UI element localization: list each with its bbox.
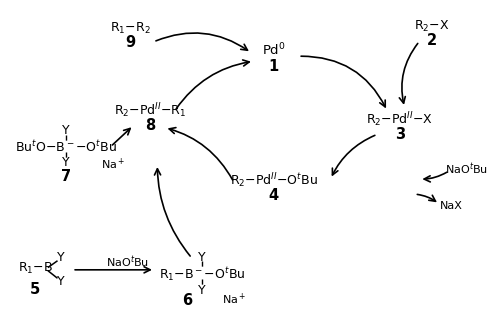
- Text: 5: 5: [30, 282, 40, 297]
- FancyArrowPatch shape: [112, 128, 130, 145]
- Text: NaO$^t$Bu: NaO$^t$Bu: [445, 161, 488, 177]
- FancyArrowPatch shape: [169, 128, 232, 180]
- Text: 8: 8: [145, 119, 155, 133]
- Text: 6: 6: [182, 293, 192, 308]
- Text: R$_2$$-$X: R$_2$$-$X: [414, 19, 450, 34]
- Text: Bu$^t$O$-$B$^-$$-$O$^t$Bu: Bu$^t$O$-$B$^-$$-$O$^t$Bu: [15, 139, 117, 155]
- FancyArrowPatch shape: [332, 135, 375, 175]
- Text: Y: Y: [62, 156, 70, 169]
- FancyArrowPatch shape: [424, 172, 447, 182]
- FancyArrowPatch shape: [176, 60, 249, 109]
- FancyArrowPatch shape: [75, 267, 150, 273]
- Text: R$_2$$-$Pd$^{II}$$-$R$_1$: R$_2$$-$Pd$^{II}$$-$R$_1$: [114, 102, 186, 120]
- Text: 7: 7: [60, 169, 71, 184]
- Text: Pd$^0$: Pd$^0$: [262, 41, 285, 58]
- Text: NaO$^t$Bu: NaO$^t$Bu: [106, 254, 149, 270]
- Text: Y: Y: [62, 125, 70, 137]
- Text: Y: Y: [57, 275, 64, 288]
- Text: 4: 4: [268, 188, 278, 203]
- Text: 3: 3: [394, 127, 404, 142]
- FancyArrowPatch shape: [156, 33, 248, 50]
- Text: R$_1$$-$B$^-$$-$O$^t$Bu: R$_1$$-$B$^-$$-$O$^t$Bu: [158, 265, 245, 283]
- FancyArrowPatch shape: [400, 44, 417, 103]
- Text: R$_2$$-$Pd$^{II}$$-$O$^t$Bu: R$_2$$-$Pd$^{II}$$-$O$^t$Bu: [230, 172, 318, 190]
- Text: NaX: NaX: [440, 201, 463, 211]
- Text: Y: Y: [198, 284, 205, 297]
- Text: 2: 2: [427, 33, 437, 48]
- Text: R$_1$$-$B: R$_1$$-$B: [18, 261, 52, 276]
- FancyArrowPatch shape: [418, 194, 436, 201]
- Text: 1: 1: [268, 59, 278, 74]
- Text: 9: 9: [125, 36, 135, 50]
- Text: Na$^+$: Na$^+$: [100, 156, 125, 172]
- Text: Na$^+$: Na$^+$: [222, 292, 246, 308]
- FancyArrowPatch shape: [154, 169, 190, 256]
- Text: R$_1$$-$R$_2$: R$_1$$-$R$_2$: [110, 20, 150, 36]
- FancyArrowPatch shape: [301, 56, 385, 107]
- Text: R$_2$$-$Pd$^{II}$$-$X: R$_2$$-$Pd$^{II}$$-$X: [366, 110, 433, 129]
- Text: Y: Y: [198, 251, 205, 264]
- Text: Y: Y: [57, 251, 64, 264]
